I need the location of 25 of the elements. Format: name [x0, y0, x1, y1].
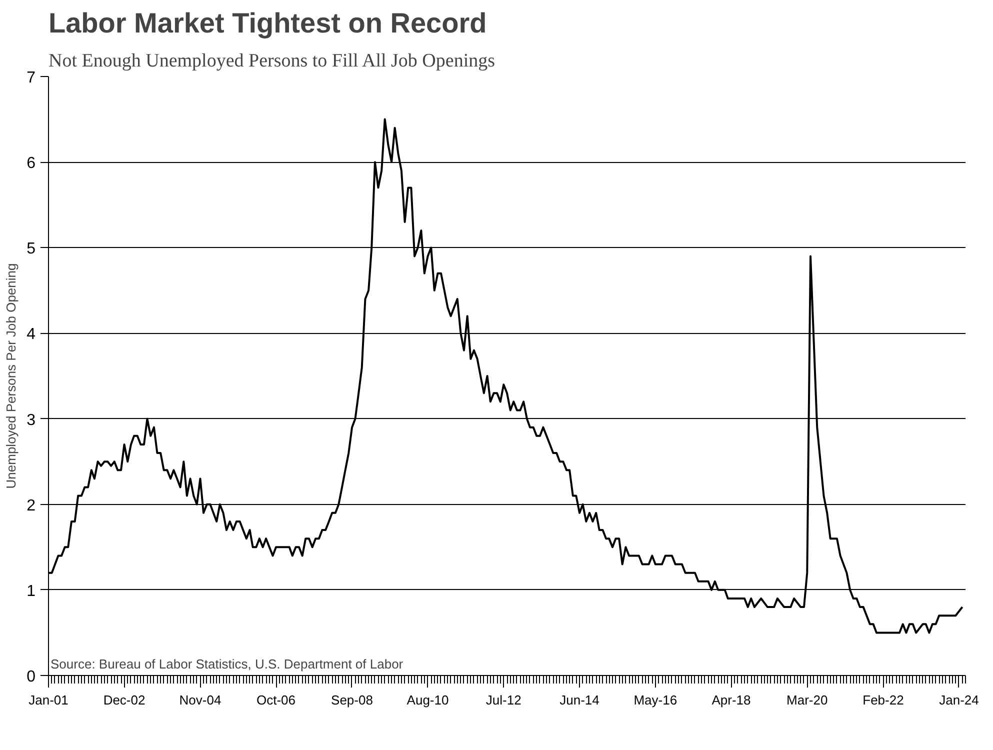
- y-tick-label: 6: [26, 155, 36, 172]
- y-tick-label: 2: [26, 497, 36, 514]
- y-tick-label: 1: [26, 582, 36, 600]
- y-tick-label: 0: [26, 668, 36, 686]
- x-tick-label: Oct-06: [256, 692, 296, 708]
- x-tick-label: Mar-20: [786, 692, 828, 708]
- y-tick-label: 4: [26, 326, 36, 344]
- x-tick-label: Apr-18: [712, 692, 751, 708]
- x-tick-label: Jan-01: [28, 692, 68, 708]
- x-tick-label: Jun-14: [560, 692, 600, 708]
- x-tick-label: Aug-10: [406, 692, 449, 708]
- x-tick-label: Sep-08: [331, 692, 373, 708]
- y-tick-label: 7: [26, 70, 36, 86]
- y-tick-label: 5: [26, 240, 36, 258]
- x-tick-label: May-16: [634, 692, 678, 708]
- chart-title: Labor Market Tightest on Record: [48, 8, 487, 38]
- x-tick-label: Jan-24: [939, 692, 979, 708]
- y-tick-label: 3: [26, 412, 36, 429]
- x-tick-label: Jul-12: [486, 692, 522, 708]
- annotation: Source: Bureau of Labor Statistics, U.S. Department of Labor: [50, 656, 404, 672]
- x-tick-label: Nov-04: [179, 692, 222, 708]
- x-tick-label: Feb-22: [862, 692, 904, 708]
- x-tick-label: Dec-02: [103, 692, 146, 708]
- chart-subtitle: Not Enough Unemployed Persons to Fill All Job Openings: [48, 50, 495, 72]
- y-axis-title: Unemployed Persons Per Job Opening: [4, 263, 19, 489]
